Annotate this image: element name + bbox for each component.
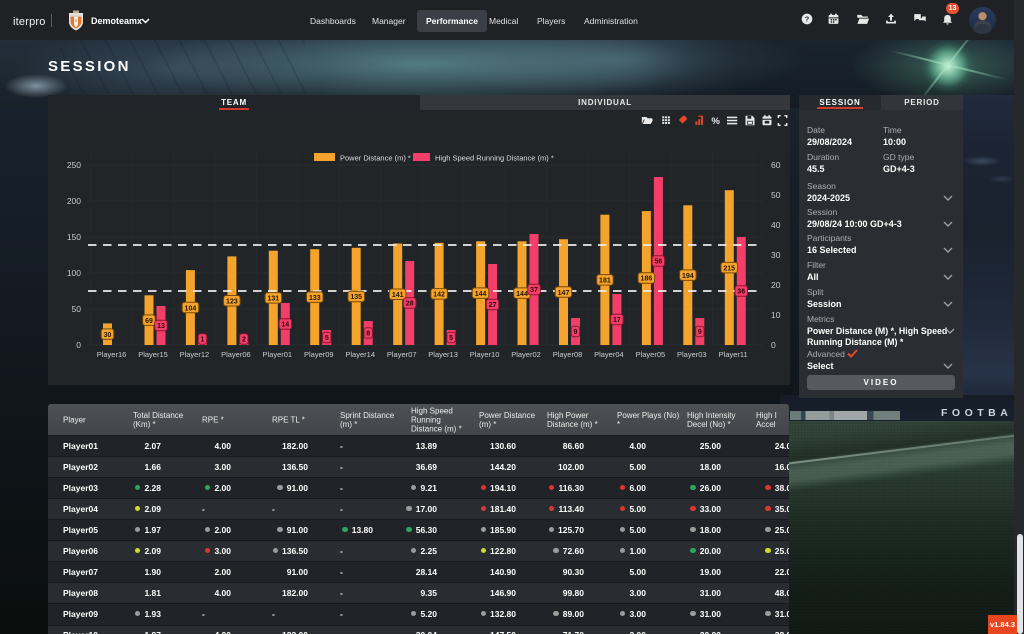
svg-text:147: 147	[558, 290, 570, 297]
svg-text:9: 9	[574, 329, 578, 336]
svg-text:36: 36	[737, 289, 745, 296]
svg-text:0: 0	[771, 340, 776, 350]
svg-text:69: 69	[145, 318, 153, 325]
svg-text:181: 181	[599, 278, 611, 285]
svg-text:142: 142	[433, 292, 445, 299]
svg-text:9: 9	[698, 329, 702, 336]
svg-text:30: 30	[104, 332, 112, 339]
svg-text:1: 1	[200, 337, 204, 344]
svg-text:131: 131	[267, 296, 279, 303]
svg-text:?: ?	[805, 15, 810, 24]
svg-text:20: 20	[771, 280, 781, 290]
svg-text:Player09: Player09	[304, 350, 334, 359]
svg-text:135: 135	[350, 294, 362, 301]
svg-text:194: 194	[682, 273, 694, 280]
svg-text:141: 141	[392, 292, 404, 299]
svg-text:Player11: Player11	[719, 350, 748, 359]
svg-text:%: %	[711, 116, 720, 127]
svg-text:Player05: Player05	[636, 350, 666, 359]
svg-text:Player10: Player10	[470, 350, 500, 359]
svg-text:Player14: Player14	[345, 350, 375, 359]
svg-text:10: 10	[771, 310, 781, 320]
svg-text:Player16: Player16	[97, 350, 127, 359]
svg-text:0: 0	[76, 340, 81, 350]
svg-text:Player03: Player03	[677, 350, 707, 359]
svg-text:50: 50	[771, 190, 781, 200]
svg-text:144: 144	[475, 291, 487, 298]
svg-text:Player12: Player12	[180, 350, 210, 359]
svg-text:Player02: Player02	[511, 350, 541, 359]
svg-text:150: 150	[67, 232, 81, 242]
svg-text:8: 8	[366, 331, 370, 338]
svg-text:104: 104	[185, 305, 197, 312]
svg-text:200: 200	[67, 196, 81, 206]
svg-text:60: 60	[771, 160, 781, 170]
svg-text:High Speed Running Distance (m: High Speed Running Distance (m) *	[435, 154, 554, 163]
svg-text:27: 27	[489, 302, 497, 309]
svg-text:28: 28	[406, 301, 414, 308]
svg-text:Player01: Player01	[262, 350, 292, 359]
svg-text:144: 144	[516, 291, 528, 298]
svg-text:123: 123	[226, 298, 238, 305]
svg-text:30: 30	[771, 250, 781, 260]
svg-text:Power Distance (m) *: Power Distance (m) *	[340, 154, 411, 163]
svg-text:Player07: Player07	[387, 350, 417, 359]
svg-text:56: 56	[655, 259, 663, 266]
svg-text:Player08: Player08	[553, 350, 583, 359]
svg-text:50: 50	[72, 304, 82, 314]
svg-text:Player06: Player06	[221, 350, 251, 359]
svg-text:5: 5	[449, 335, 453, 342]
svg-text:Player15: Player15	[138, 350, 168, 359]
svg-text:40: 40	[771, 220, 781, 230]
svg-text:14: 14	[281, 322, 289, 329]
svg-text:215: 215	[723, 265, 735, 272]
svg-text:250: 250	[67, 160, 81, 170]
svg-text:133: 133	[309, 295, 321, 302]
svg-text:5: 5	[325, 335, 329, 342]
svg-text:Player13: Player13	[428, 350, 458, 359]
svg-text:Player04: Player04	[594, 350, 624, 359]
svg-text:37: 37	[530, 287, 538, 294]
svg-text:186: 186	[641, 276, 653, 283]
svg-text:2: 2	[242, 337, 246, 344]
svg-text:13: 13	[157, 323, 165, 330]
svg-text:100: 100	[67, 268, 81, 278]
svg-text:17: 17	[613, 317, 621, 324]
